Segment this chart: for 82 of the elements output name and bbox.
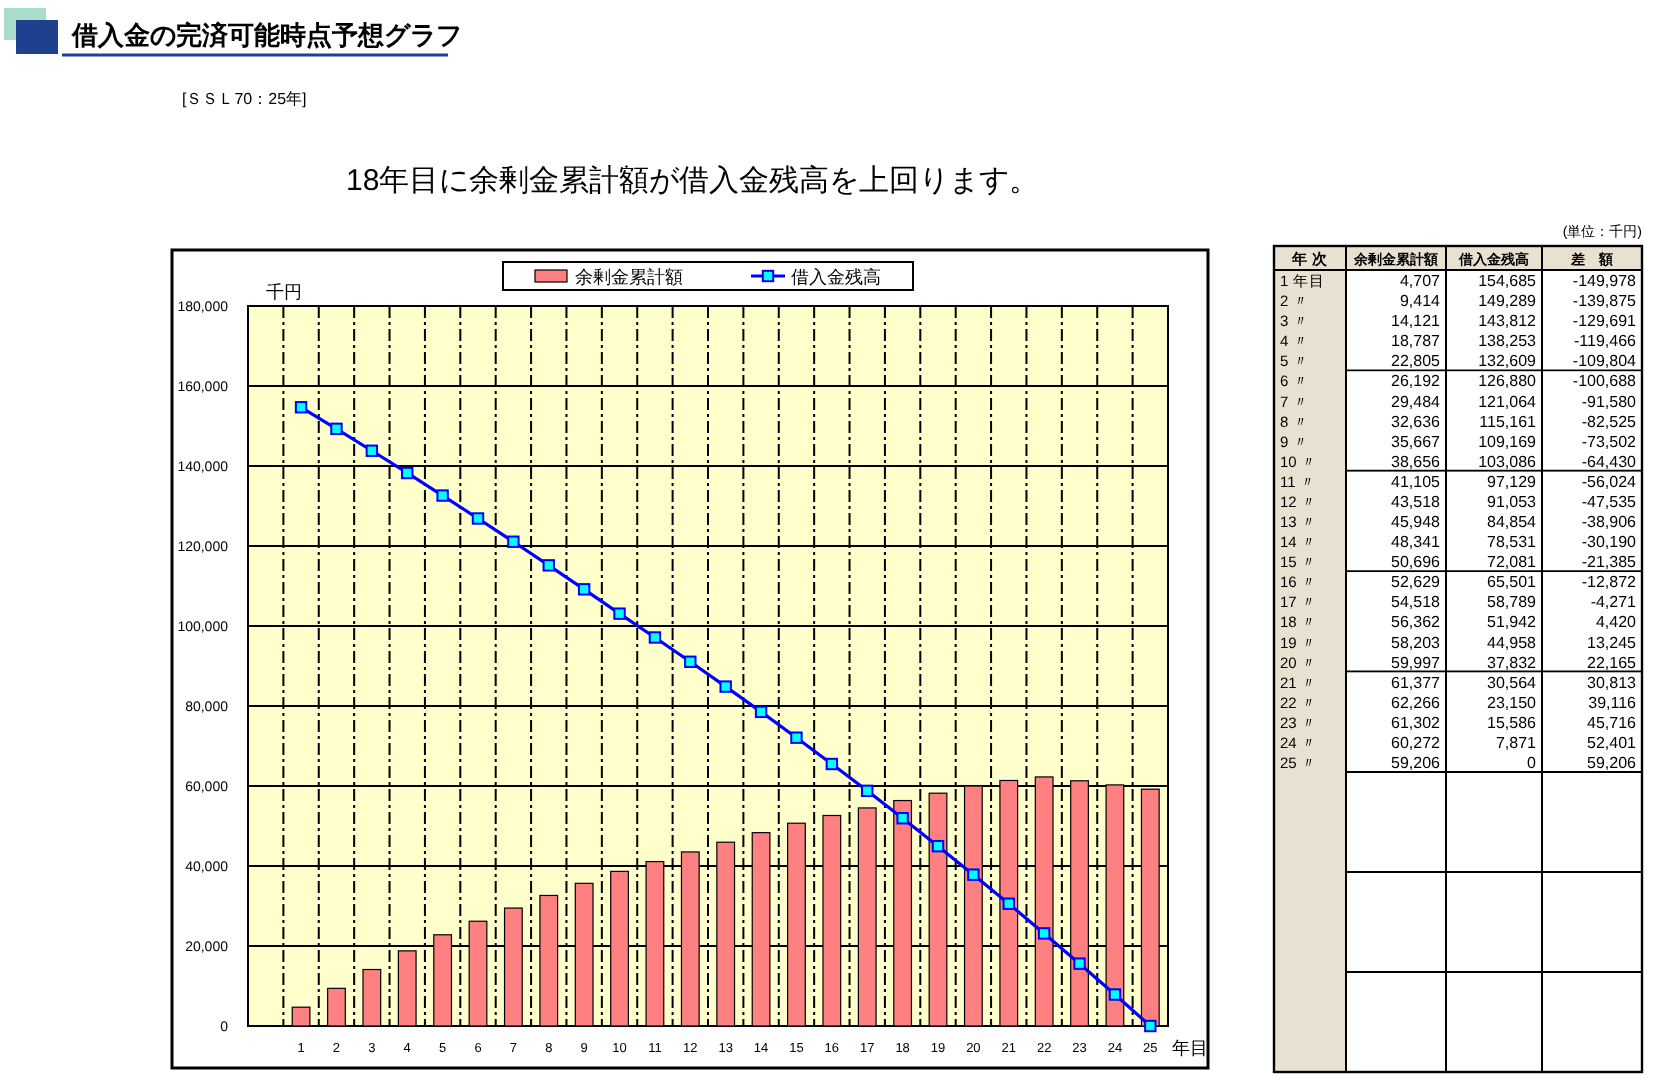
x-axis-title: 年目	[1172, 1038, 1208, 1058]
cell-label: 15,586	[1487, 713, 1536, 732]
cell-label: 154,685	[1478, 272, 1536, 291]
cell-label: 41,105	[1391, 472, 1440, 491]
cell-label: -56,024	[1581, 472, 1636, 491]
cell-label: 138,253	[1478, 332, 1536, 351]
cell-label: 61,302	[1391, 713, 1440, 732]
cell-label: 13,245	[1587, 633, 1636, 652]
cell-label: 51,942	[1487, 613, 1536, 632]
cell-label: 52,629	[1391, 573, 1440, 592]
cell-label: 44,958	[1487, 633, 1536, 652]
cell-label: 84,854	[1487, 513, 1536, 532]
cell-label: 126,880	[1478, 372, 1536, 391]
cell-label: 103,086	[1478, 452, 1536, 471]
cell-label: 37,832	[1487, 653, 1536, 672]
cell-label: 9,414	[1399, 292, 1440, 311]
cell-label: 23,150	[1487, 693, 1536, 712]
cell-label: -73,502	[1581, 432, 1636, 451]
cell-label: 43,518	[1391, 492, 1440, 511]
legend-label: 借入金残高	[791, 267, 881, 287]
cell-label: 54,518	[1391, 593, 1440, 612]
cell-label: 29,484	[1391, 392, 1440, 411]
cell-label: 18,787	[1391, 332, 1440, 351]
cell-label: 22,805	[1391, 352, 1440, 371]
cell-label: -38,906	[1581, 513, 1636, 532]
cell-label: -4,271	[1590, 593, 1636, 612]
cell-label: -149,978	[1572, 272, 1636, 291]
cell-label: 26,192	[1391, 372, 1440, 391]
cell-label: 48,341	[1391, 533, 1440, 552]
cell-label: 149,289	[1478, 292, 1536, 311]
title: 借入金の完済可能時点予想グラフ	[72, 20, 462, 50]
cell-label: 4,420	[1595, 613, 1636, 632]
cell-label: 45,948	[1391, 513, 1440, 532]
subtitle: 18年目に余剰金累計額が借入金残高を上回ります。	[346, 164, 1040, 198]
cell-label: -139,875	[1572, 292, 1636, 311]
cell-label: 132,609	[1478, 352, 1536, 371]
cell-label: -30,190	[1581, 533, 1636, 552]
cell-label: 4,707	[1399, 272, 1440, 291]
cell-label: 32,636	[1391, 412, 1440, 431]
legend-label: 余剰金累計額	[575, 267, 683, 287]
cell-label: 61,377	[1391, 673, 1440, 692]
cell-label: 38,656	[1391, 452, 1440, 471]
cell-label: -100,688	[1572, 372, 1636, 391]
cell-label: -21,385	[1581, 553, 1636, 572]
cell-label: 52,401	[1587, 733, 1636, 752]
annotation: [ＳＳＬ70：25年]	[182, 90, 307, 108]
cell-label: 59,206	[1391, 754, 1440, 772]
cell-label: 39,116	[1588, 693, 1636, 712]
cell-label: -119,466	[1574, 332, 1636, 351]
cell-label: 143,812	[1478, 312, 1536, 331]
cell-label: -12,872	[1581, 573, 1636, 592]
cell-label: 109,169	[1478, 432, 1536, 451]
cell-label: -64,430	[1581, 452, 1636, 471]
cell-label: 91,053	[1487, 492, 1536, 511]
cell-label: 14,121	[1391, 312, 1440, 331]
y-axis-title: 千円	[266, 282, 302, 302]
cell-label: 62,266	[1391, 693, 1440, 712]
cell-label: 0	[1527, 754, 1536, 772]
cell-label: -109,804	[1572, 352, 1636, 371]
cell-label: 22,165	[1587, 653, 1636, 672]
cell-label: 56,362	[1391, 613, 1440, 632]
cell-label: 30,564	[1487, 673, 1536, 692]
cell-label: 65,501	[1487, 573, 1536, 592]
cell-label: 121,064	[1478, 392, 1536, 411]
cell-label: -47,535	[1581, 492, 1636, 511]
cell-label: 72,081	[1487, 553, 1536, 572]
cell-label: 50,696	[1391, 553, 1440, 572]
cell-label: 59,206	[1587, 754, 1636, 772]
cell-label: 115,161	[1479, 412, 1536, 431]
cell-label: 78,531	[1487, 533, 1536, 552]
cell-label: 97,129	[1487, 472, 1536, 491]
cell-label: 58,203	[1391, 633, 1440, 652]
cell-label: 35,667	[1391, 432, 1440, 451]
cell-label: 58,789	[1487, 593, 1536, 612]
cell-label: -91,580	[1581, 392, 1636, 411]
cell-label: 59,997	[1391, 653, 1440, 672]
cell-label: -129,691	[1572, 312, 1636, 331]
cell-label: 60,272	[1391, 733, 1440, 752]
cell-label: 30,813	[1587, 673, 1636, 692]
cell-label: -82,525	[1581, 412, 1636, 431]
cell-label: 45,716	[1587, 713, 1636, 732]
cell-label: 7,871	[1495, 733, 1536, 752]
